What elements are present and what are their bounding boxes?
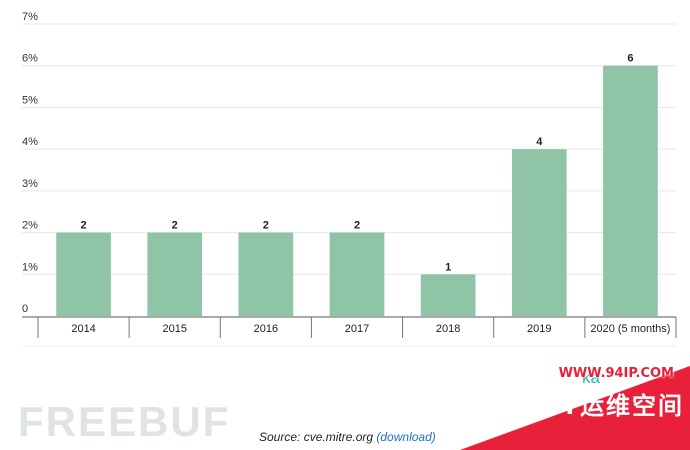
corner-name-text: IT运维空间 bbox=[550, 392, 684, 420]
y-tick-label: 5% bbox=[22, 94, 38, 106]
corner-triangle bbox=[460, 366, 690, 450]
x-tick-label: 2017 bbox=[345, 323, 369, 335]
x-tick-label: 2015 bbox=[162, 323, 186, 335]
x-axis: 2014 2015 2016 2017 2018 2019 2020 (5 months) bbox=[22, 316, 677, 347]
download-link[interactable]: (download) bbox=[376, 430, 436, 444]
x-tick-label: 2019 bbox=[527, 323, 551, 335]
data-label: 6 bbox=[627, 53, 633, 65]
data-label: 2 bbox=[81, 220, 87, 232]
y-tick-label: 1% bbox=[22, 261, 38, 273]
gridlines bbox=[22, 23, 676, 275]
x-tick-label: 2018 bbox=[436, 323, 460, 335]
bar bbox=[238, 232, 294, 316]
source-note: Source: cve.mitre.org (download) bbox=[259, 430, 436, 444]
source-text: Source: cve.mitre.org bbox=[259, 430, 374, 444]
data-label: 4 bbox=[536, 136, 543, 148]
y-axis-tick-labels: 0 1% 2% 3% 4% 5% 6% 7% bbox=[22, 11, 38, 315]
y-tick-label: 2% bbox=[22, 220, 38, 232]
corner-url-text: WWW.94IP.COM bbox=[558, 366, 674, 381]
y-tick-label: 0 bbox=[22, 303, 28, 315]
data-label: 2 bbox=[354, 220, 360, 232]
y-tick-label: 4% bbox=[22, 136, 38, 148]
y-tick-label: 3% bbox=[22, 178, 38, 190]
data-label: 2 bbox=[263, 220, 269, 232]
data-label: 2 bbox=[172, 220, 178, 232]
bar bbox=[329, 232, 385, 316]
x-tick-label: 2020 (5 months) bbox=[590, 323, 670, 335]
bar bbox=[511, 149, 567, 316]
freebuf-watermark: FREEBUF bbox=[18, 398, 231, 445]
y-tick-label: 6% bbox=[22, 53, 38, 65]
y-tick-label: 7% bbox=[22, 11, 38, 23]
data-labels: 2 2 2 2 1 4 6 bbox=[81, 53, 634, 274]
bar bbox=[147, 232, 203, 316]
bar bbox=[603, 65, 658, 316]
x-tick-label: 2014 bbox=[71, 323, 95, 335]
x-tick-label: 2016 bbox=[254, 323, 278, 335]
data-label: 1 bbox=[445, 261, 451, 273]
bars bbox=[56, 65, 658, 316]
corner-watermark: WWW.94IP.COM IT运维空间 bbox=[440, 360, 690, 450]
bar bbox=[56, 232, 111, 316]
bar bbox=[420, 274, 476, 316]
